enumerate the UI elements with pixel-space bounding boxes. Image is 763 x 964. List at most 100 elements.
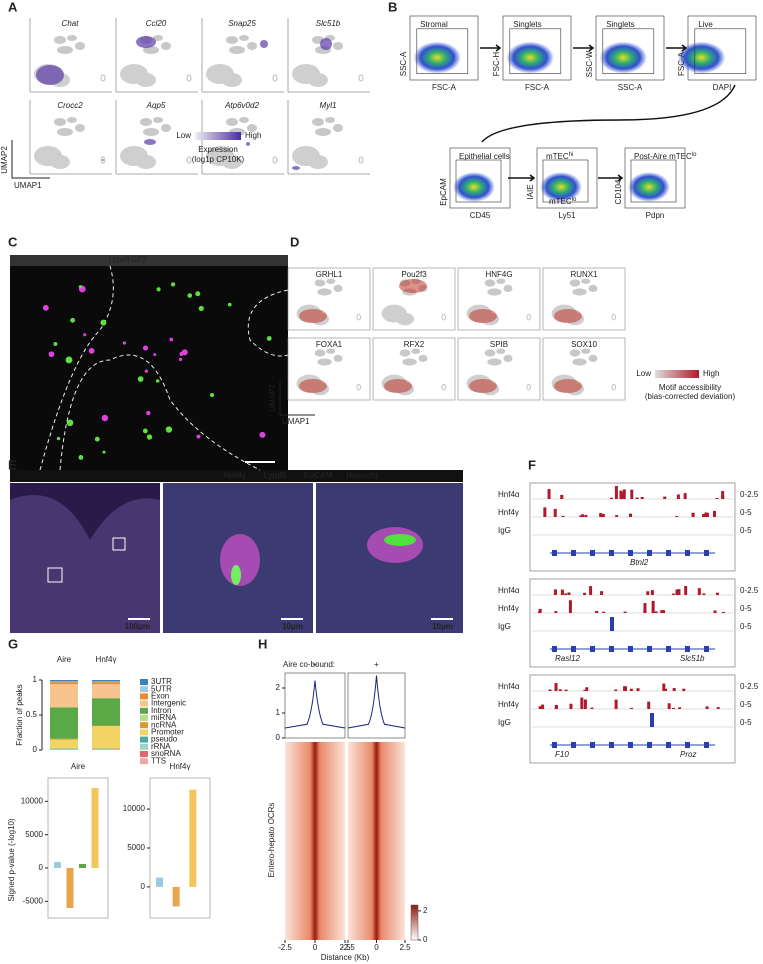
cell: [94, 436, 100, 442]
gene-name: Crocc2: [57, 101, 83, 110]
signal: [560, 494, 564, 499]
y-tick-label: 1: [276, 708, 281, 717]
umap-plot: [33, 116, 106, 170]
exon: [628, 550, 633, 556]
exon: [647, 742, 652, 748]
locus-box: [529, 482, 736, 572]
cell: [53, 342, 58, 346]
y-tick-label: 2: [276, 683, 281, 692]
cell: [384, 534, 416, 546]
bar-segment: [92, 684, 120, 699]
axis-label: Entero-hepato OCRs: [267, 803, 276, 878]
stain-label: EpCAM: [304, 471, 333, 480]
cell: [155, 379, 160, 383]
bar-segment: [92, 681, 120, 683]
panel-label: C: [8, 234, 18, 249]
signal: [585, 687, 589, 691]
cell: [100, 319, 107, 326]
signal: [635, 497, 639, 499]
y-tick-label: 0: [276, 733, 281, 742]
cell: [156, 287, 161, 292]
signal: [614, 699, 618, 709]
signal: [713, 610, 717, 613]
legend-swatch: [140, 736, 148, 743]
legend-label: 3UTR: [151, 677, 172, 686]
axis-label: UMAP2: [0, 146, 9, 174]
track-name: IgG: [498, 718, 511, 727]
signal: [583, 699, 587, 709]
gene-name: Btnl2: [630, 558, 649, 567]
legend-swatch: [140, 722, 148, 729]
label: High: [703, 369, 719, 378]
stain-label: Hnf4γ: [224, 471, 247, 480]
density: [677, 41, 726, 74]
gate-sup: lo: [692, 152, 697, 158]
bar-segment: [50, 682, 78, 685]
gate: [509, 28, 562, 74]
signal: [614, 486, 618, 499]
bar: [91, 788, 99, 868]
cell: [48, 351, 55, 358]
umap-plot: [291, 116, 364, 170]
exon: [609, 550, 614, 556]
legend-label: Promoter: [151, 728, 184, 737]
exon: [685, 646, 690, 652]
heatmap: [348, 742, 405, 940]
motif-name: GRHL1: [316, 270, 343, 279]
axis-label: CD45: [470, 211, 491, 220]
gate: [694, 28, 747, 74]
cell: [65, 356, 73, 364]
axis-label: EpCAM: [439, 178, 448, 206]
bar: [66, 868, 74, 908]
signal: [548, 689, 552, 691]
gate-label: Singlets: [606, 20, 634, 29]
gate-name: mTEC: [546, 152, 569, 161]
label: UMAP1: [282, 417, 310, 426]
accessibility-highlight: [554, 379, 582, 393]
cell: [122, 341, 127, 345]
signal: [671, 593, 675, 595]
axis-label: SSC-A: [399, 51, 408, 76]
axis-label: FSC-A: [525, 83, 550, 92]
signal: [564, 689, 568, 691]
signal: [697, 588, 701, 595]
cell: [78, 455, 84, 460]
signal: [702, 593, 706, 595]
signal: [547, 489, 551, 499]
signal: [662, 610, 666, 613]
panel-label: H: [258, 636, 267, 651]
tissue: [10, 495, 160, 633]
cell: [259, 431, 266, 438]
axis-label: IAIE: [526, 184, 535, 199]
profile: [284, 680, 346, 729]
accessibility-highlight: [299, 309, 327, 323]
gate-name: Live: [698, 20, 713, 29]
gene-name: Myl1: [320, 101, 337, 110]
cell: [227, 302, 232, 307]
track-scale: 0-5: [740, 718, 752, 727]
track-scale: 0-2.5: [740, 586, 759, 595]
legend-swatch: [140, 758, 148, 765]
exon: [590, 742, 595, 748]
x-tick-label: 2.5: [339, 943, 351, 952]
label: Low: [176, 131, 191, 140]
signal: [676, 494, 680, 499]
signal: [646, 591, 650, 595]
exon: [609, 646, 614, 652]
panel-label: B: [388, 0, 397, 14]
axis-label: Pdpn: [646, 211, 665, 220]
signal: [554, 611, 558, 613]
expression-highlight: [36, 65, 64, 85]
cell: [101, 414, 109, 422]
axis-label: Fraction of peaks: [15, 684, 24, 745]
gate-label: mTEClo: [549, 197, 577, 207]
cell: [220, 534, 260, 586]
gene-name: Slc51b: [316, 19, 341, 28]
legend-label: rRNA: [151, 742, 171, 751]
signal: [721, 491, 725, 499]
exon: [704, 742, 709, 748]
signal: [561, 515, 565, 517]
cell: [144, 369, 149, 373]
legend-label: Intergenic: [151, 699, 186, 708]
signal: [651, 600, 655, 613]
